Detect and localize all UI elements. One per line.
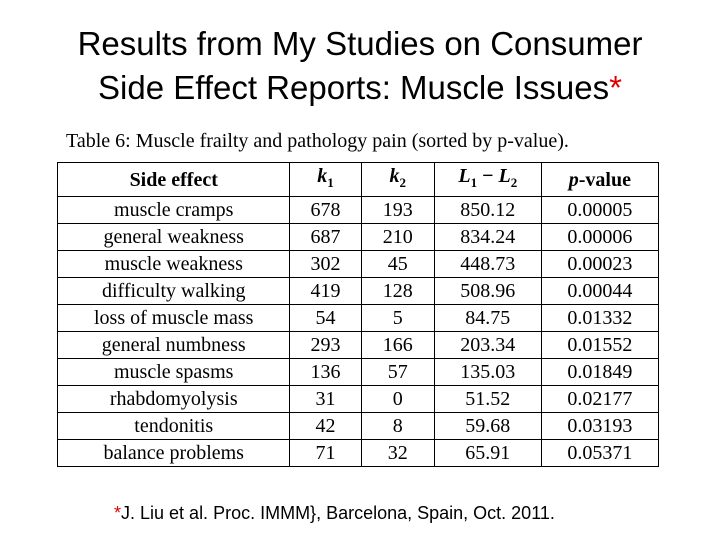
cell-k2: 32 bbox=[360, 439, 435, 467]
cell-p-value: 0.01332 bbox=[540, 304, 660, 332]
table-row: muscle cramps 678 193 850.12 0.00005 bbox=[56, 196, 660, 224]
slide-title-line-2-text: Side Effect Reports: Muscle Issues bbox=[98, 69, 610, 106]
cell-side-effect: muscle spasms bbox=[56, 358, 291, 386]
table-row: loss of muscle mass 54 5 84.75 0.01332 bbox=[56, 304, 660, 332]
header-l1-minus-l2: L1 − L2 bbox=[433, 162, 542, 197]
table-row: tendonitis 42 8 59.68 0.03193 bbox=[56, 412, 660, 440]
cell-k2: 210 bbox=[360, 223, 435, 251]
cell-k1: 71 bbox=[289, 439, 362, 467]
table-row: rhabdomyolysis 31 0 51.52 0.02177 bbox=[56, 385, 660, 413]
cell-l1-minus-l2: 84.75 bbox=[433, 304, 542, 332]
cell-k1: 687 bbox=[289, 223, 362, 251]
cell-side-effect: general weakness bbox=[56, 223, 291, 251]
cell-k2: 5 bbox=[360, 304, 435, 332]
cell-p-value: 0.03193 bbox=[540, 412, 660, 440]
header-p-prefix: p bbox=[568, 168, 579, 191]
cell-p-value: 0.05371 bbox=[540, 439, 660, 467]
header-l1: L bbox=[458, 165, 471, 187]
cell-p-value: 0.01552 bbox=[540, 331, 660, 359]
cell-l1-minus-l2: 59.68 bbox=[433, 412, 542, 440]
slide-title: Results from My Studies on Consumer Side… bbox=[0, 22, 720, 110]
header-k1: k1 bbox=[289, 162, 362, 197]
header-side-effect: Side effect bbox=[56, 162, 291, 197]
slide-title-line-2: Side Effect Reports: Muscle Issues* bbox=[0, 66, 720, 110]
table-row: muscle weakness 302 45 448.73 0.00023 bbox=[56, 250, 660, 278]
cell-side-effect: muscle weakness bbox=[56, 250, 291, 278]
cell-side-effect: muscle cramps bbox=[56, 196, 291, 224]
table-caption: Table 6: Muscle frailty and pathology pa… bbox=[66, 130, 569, 152]
header-k2-sub: 2 bbox=[399, 175, 407, 190]
table-row: balance problems 71 32 65.91 0.05371 bbox=[56, 439, 660, 467]
cell-side-effect: rhabdomyolysis bbox=[56, 385, 291, 413]
cell-l1-minus-l2: 448.73 bbox=[433, 250, 542, 278]
cell-k2: 45 bbox=[360, 250, 435, 278]
table-row: general weakness 687 210 834.24 0.00006 bbox=[56, 223, 660, 251]
header-k2: k2 bbox=[360, 162, 435, 197]
cell-p-value: 0.01849 bbox=[540, 358, 660, 386]
table-row: difficulty walking 419 128 508.96 0.00044 bbox=[56, 277, 660, 305]
footnote-text: J. Liu et al. Proc. IMMM}, Barcelona, Sp… bbox=[121, 503, 555, 523]
footnote: *J. Liu et al. Proc. IMMM}, Barcelona, S… bbox=[114, 500, 555, 526]
cell-k1: 136 bbox=[289, 358, 362, 386]
header-l1-sub: 1 bbox=[470, 175, 478, 190]
header-minus: − bbox=[477, 165, 499, 187]
cell-side-effect: general numbness bbox=[56, 331, 291, 359]
cell-k1: 31 bbox=[289, 385, 362, 413]
table-body: muscle cramps 678 193 850.12 0.00005 general … bbox=[56, 196, 660, 467]
cell-p-value: 0.02177 bbox=[540, 385, 660, 413]
cell-p-value: 0.00023 bbox=[540, 250, 660, 278]
side-effect-table: Side effect k1 k2 L1 − L2 p-value muscle… bbox=[56, 162, 660, 467]
cell-side-effect: balance problems bbox=[56, 439, 291, 467]
cell-side-effect: difficulty walking bbox=[56, 277, 291, 305]
cell-l1-minus-l2: 203.34 bbox=[433, 331, 542, 359]
header-l2: L bbox=[498, 165, 511, 187]
cell-k1: 42 bbox=[289, 412, 362, 440]
cell-k2: 166 bbox=[360, 331, 435, 359]
header-l2-sub: 2 bbox=[510, 175, 518, 190]
cell-k1: 302 bbox=[289, 250, 362, 278]
cell-side-effect: tendonitis bbox=[56, 412, 291, 440]
cell-l1-minus-l2: 508.96 bbox=[433, 277, 542, 305]
header-k2-base: k bbox=[389, 165, 400, 187]
cell-l1-minus-l2: 834.24 bbox=[433, 223, 542, 251]
cell-k2: 128 bbox=[360, 277, 435, 305]
table-row: muscle spasms 136 57 135.03 0.01849 bbox=[56, 358, 660, 386]
cell-p-value: 0.00044 bbox=[540, 277, 660, 305]
table-header-row: Side effect k1 k2 L1 − L2 p-value bbox=[56, 162, 660, 197]
cell-k2: 193 bbox=[360, 196, 435, 224]
cell-k1: 419 bbox=[289, 277, 362, 305]
cell-k1: 293 bbox=[289, 331, 362, 359]
title-asterisk: * bbox=[609, 69, 622, 106]
header-p-suffix: -value bbox=[578, 168, 631, 191]
cell-l1-minus-l2: 65.91 bbox=[433, 439, 542, 467]
cell-k1: 54 bbox=[289, 304, 362, 332]
cell-k2: 8 bbox=[360, 412, 435, 440]
cell-k2: 0 bbox=[360, 385, 435, 413]
footnote-asterisk: * bbox=[114, 503, 122, 523]
header-k1-base: k bbox=[317, 165, 328, 187]
header-p-value: p-value bbox=[540, 162, 660, 197]
cell-l1-minus-l2: 850.12 bbox=[433, 196, 542, 224]
slide-title-line-1: Results from My Studies on Consumer bbox=[77, 25, 643, 62]
cell-k1: 678 bbox=[289, 196, 362, 224]
table-row: general numbness 293 166 203.34 0.01552 bbox=[56, 331, 660, 359]
cell-p-value: 0.00006 bbox=[540, 223, 660, 251]
header-k1-sub: 1 bbox=[327, 175, 334, 190]
cell-side-effect: loss of muscle mass bbox=[56, 304, 291, 332]
cell-k2: 57 bbox=[360, 358, 435, 386]
cell-l1-minus-l2: 135.03 bbox=[433, 358, 542, 386]
cell-l1-minus-l2: 51.52 bbox=[433, 385, 542, 413]
cell-p-value: 0.00005 bbox=[540, 196, 660, 224]
